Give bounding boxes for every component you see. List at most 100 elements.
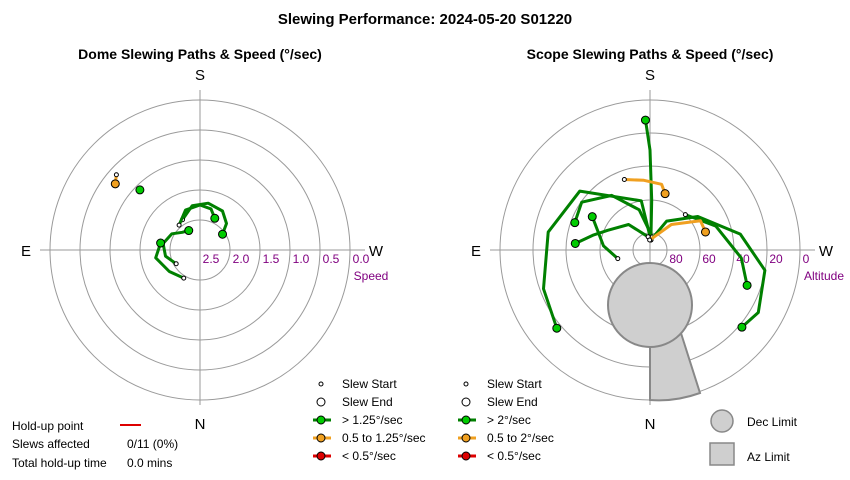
dome-radial-axis-label: Speed (354, 269, 389, 283)
slew-path (161, 229, 191, 266)
scope-legend: Slew Start Slew End > 2°/sec 0.5 to 2°/s… (458, 377, 554, 463)
slew-end-marker (461, 397, 471, 407)
dome-legend-label: < 0.5°/sec (342, 449, 396, 463)
scope-radial-ticks: 80 60 40 20 0 Altitude (669, 252, 844, 283)
fast-legend-marker (461, 415, 471, 425)
slew-start-marker (463, 381, 469, 387)
az-limit-wedge (649, 328, 702, 402)
holdup-label: Hold-up point (12, 419, 84, 433)
slew-start-point (173, 261, 179, 267)
slow-legend-marker (316, 451, 326, 461)
dome-tick-label: 0.5 (323, 252, 340, 266)
slew-start-point (647, 237, 653, 243)
slew-path (154, 241, 186, 280)
dome-tick-label: 2.0 (233, 252, 250, 266)
dome-radial-ticks: 2.5 2.0 1.5 1.0 0.5 0.0 Speed (203, 252, 389, 283)
dome-tick-label: 0.0 (353, 252, 370, 266)
slew-end-point (135, 185, 145, 195)
slew-path (649, 215, 767, 329)
scope-legend-label: Slew End (487, 395, 538, 409)
slew-path (177, 203, 217, 227)
dome-legend-label: Slew End (342, 395, 393, 409)
slew-start-point (181, 275, 187, 281)
slew-end-point (156, 238, 166, 248)
slew-end-point (110, 179, 120, 189)
scope-tick-label: 0 (803, 252, 810, 266)
scope-slew-paths (542, 115, 767, 333)
az-limit-legend-swatch (709, 442, 735, 466)
holdup-time-label: Total hold-up time (12, 456, 107, 470)
scope-legend-label: 0.5 to 2°/sec (487, 431, 554, 445)
dome-legend-label: 0.5 to 1.25°/sec (342, 431, 426, 445)
slew-path (573, 223, 650, 245)
dome-dir-right: W (369, 243, 384, 260)
holdup-time-value: 0.0 mins (127, 456, 172, 470)
scope-tick-label: 80 (669, 252, 683, 266)
dome-legend-label: > 1.25°/sec (342, 413, 403, 427)
dome-chart-title: Dome Slewing Paths & Speed (°/sec) (78, 46, 322, 62)
slew-end-point (210, 213, 220, 223)
slews-affected-label: Slews affected (12, 437, 90, 451)
scope-limits (607, 262, 702, 402)
slow-legend-marker (461, 451, 471, 461)
medium-legend-marker (461, 433, 471, 443)
slew-end-point (737, 322, 747, 332)
slews-affected-value: 0/11 (0%) (127, 437, 178, 451)
slew-path (622, 178, 667, 196)
slew-start-point (176, 222, 182, 228)
holdup-summary: Hold-up point Slews affected 0/11 (0%) T… (12, 419, 178, 470)
dome-dir-top: S (195, 67, 205, 84)
scope-dir-top: S (645, 67, 655, 84)
scope-tick-label: 60 (702, 252, 716, 266)
limit-legend: Dec Limit Az Limit (709, 409, 798, 466)
slew-path (648, 219, 707, 242)
slew-end-point (700, 227, 710, 237)
dome-tick-label: 1.0 (293, 252, 310, 266)
scope-dir-right: W (819, 243, 834, 260)
page-title: Slewing Performance: 2024-05-20 S01220 (278, 11, 572, 28)
scope-chart: Scope Slewing Paths & Speed (°/sec) S N … (471, 46, 844, 433)
dome-legend: Slew Start Slew End > 1.25°/sec 0.5 to 1… (313, 377, 426, 463)
dome-chart: Dome Slewing Paths & Speed (°/sec) S N E… (21, 46, 388, 433)
slew-end-point (570, 238, 580, 248)
fast-legend-marker (316, 415, 326, 425)
dome-legend-label: Slew Start (342, 377, 397, 391)
scope-radial-axis-label: Altitude (804, 269, 844, 283)
scope-legend-label: Slew Start (487, 377, 542, 391)
dome-slew-paths (110, 172, 228, 281)
slew-end-point (742, 280, 752, 290)
slew-end-point (184, 226, 194, 236)
dome-tick-label: 2.5 (203, 252, 220, 266)
scope-chart-title: Scope Slewing Paths & Speed (°/sec) (527, 46, 774, 62)
slew-path (590, 215, 620, 261)
slew-start-point (621, 177, 627, 183)
slew-path (573, 193, 654, 239)
slew-start-point (615, 256, 621, 262)
limit-legend-label: Dec Limit (747, 415, 798, 429)
scope-dir-left: E (471, 243, 481, 260)
scope-legend-label: > 2°/sec (487, 413, 531, 427)
slew-start-point (113, 172, 119, 178)
medium-legend-marker (316, 433, 326, 443)
dome-tick-label: 1.5 (263, 252, 280, 266)
scope-dir-bottom: N (645, 416, 656, 433)
slew-end-point (587, 212, 597, 222)
slew-end-point (552, 323, 562, 333)
scope-legend-label: < 0.5°/sec (487, 449, 541, 463)
dome-dir-left: E (21, 243, 31, 260)
slew-end-marker (316, 397, 326, 407)
slew-end-point (660, 189, 670, 199)
slew-path (542, 189, 653, 330)
dec-limit-circle (607, 262, 693, 348)
scope-tick-label: 20 (769, 252, 783, 266)
dome-grid (40, 90, 365, 405)
slew-end-point (570, 218, 580, 228)
slew-end-point (640, 115, 650, 125)
limit-legend-label: Az Limit (747, 450, 790, 464)
slew-path (644, 118, 654, 242)
slew-end-point (218, 229, 228, 239)
slew-start-point (682, 212, 688, 218)
slew-start-marker (318, 381, 324, 387)
dec-limit-legend-swatch (710, 409, 734, 433)
dome-dir-bottom: N (195, 416, 206, 433)
